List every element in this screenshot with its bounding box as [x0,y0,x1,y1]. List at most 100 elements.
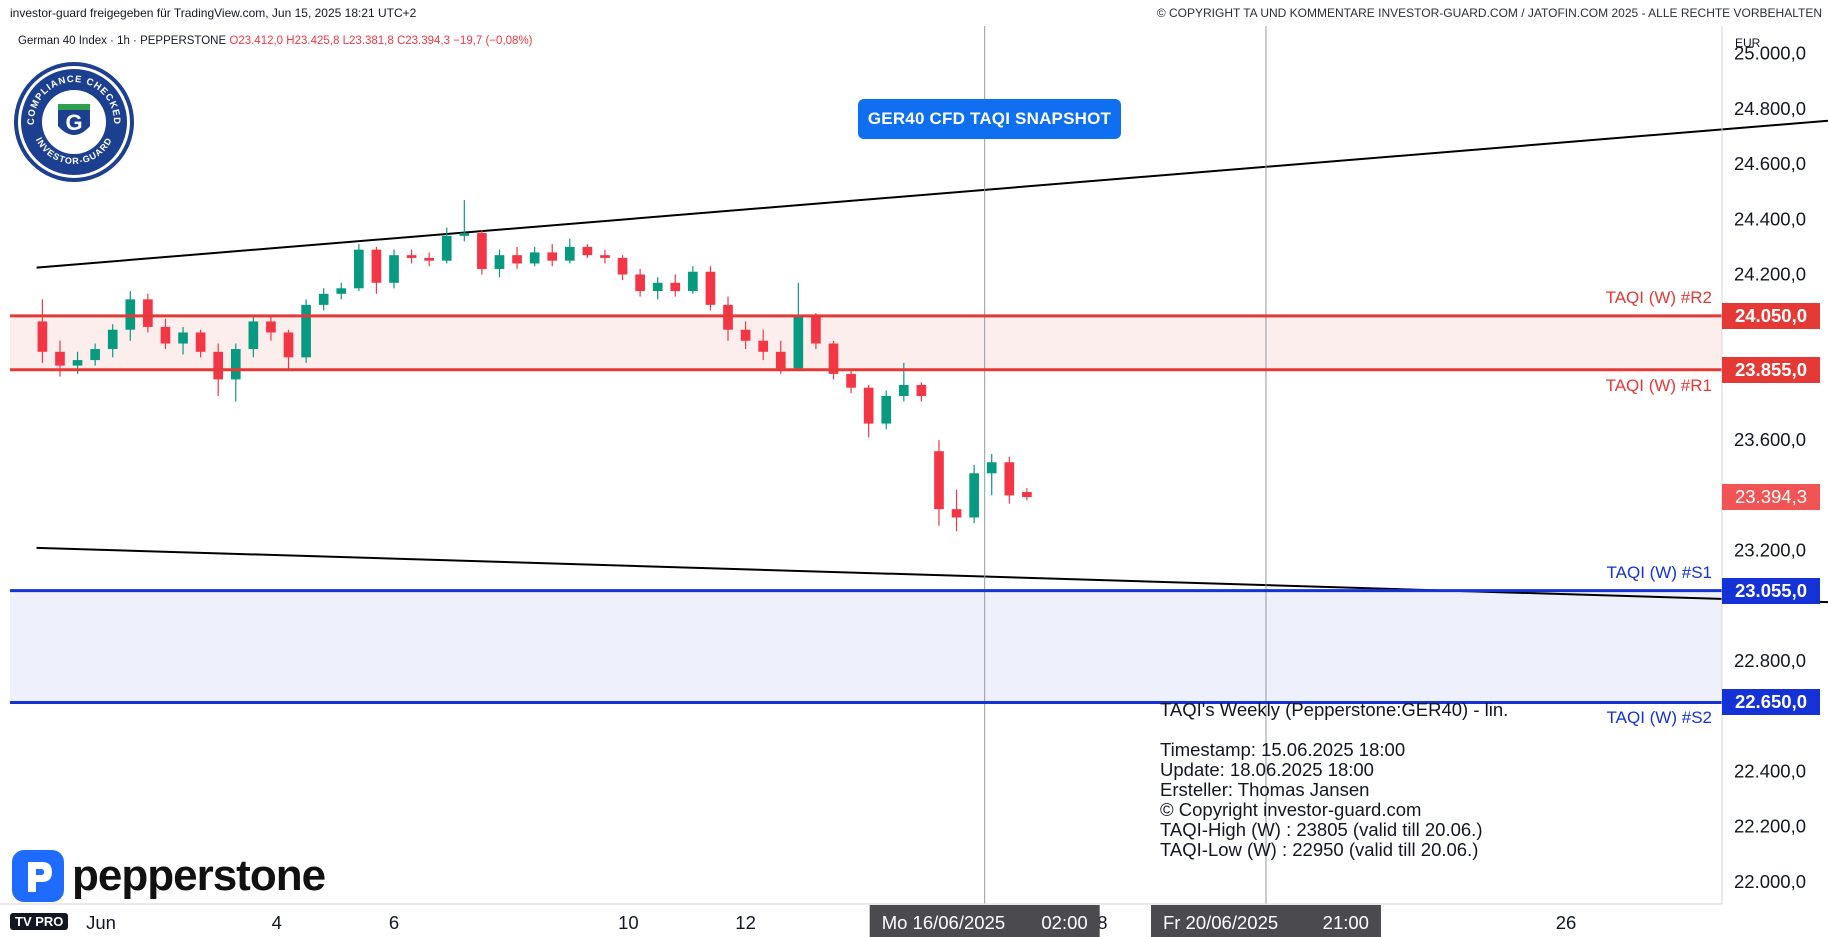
info-title: TAQI's Weekly (Pepperstone:GER40) - lin. [1160,699,1509,720]
info-taqi-high: TAQI-High (W) : 23805 (valid till 20.06.… [1160,819,1483,840]
candle-body [582,246,593,256]
trendline-lower [36,546,1828,604]
candle-body [494,255,505,269]
y-tick-label: 24.800,0 [1734,98,1806,119]
change-value: −19,7 (−0,08%) [453,35,533,47]
y-tick-label: 24.400,0 [1734,208,1806,229]
candle-body [775,351,786,369]
candle-body [969,473,979,518]
candle-body [688,271,698,292]
y-tick-label: 25.000,0 [1734,43,1806,64]
header-bar: investor-guard freigegeben für TradingVi… [0,0,1828,26]
candle-body [529,252,540,264]
currency-label: EUR [1735,36,1761,50]
symbol-legend: German 40 Index · 1h · PEPPERSTONE O23.4… [18,35,533,47]
level-price-tag: 24.050,0 [1722,302,1820,329]
x-tick-label: 26 [1556,912,1577,933]
seal-letter: G [65,110,82,135]
candle-body [1022,492,1032,498]
candle-body [617,257,628,275]
axes: 25.000,0 24.800,0 24.600,0 24.400,0 24.200,0… [0,26,1806,937]
resistance-zone [10,315,1722,370]
candle-body [336,288,347,294]
candle-body [916,384,927,396]
candle-body [406,255,417,258]
candle-body [318,293,329,305]
y-tick-label: 24.200,0 [1734,263,1806,284]
candle-body [283,332,294,358]
candle-body [547,252,558,261]
candle-body [934,451,944,510]
level-price-tag: 22.650,0 [1722,689,1820,716]
candle-body [898,384,909,396]
x-tick-label: 10 [618,912,639,933]
close-value: 23.394,3 [405,35,451,47]
crosshair-lines [984,26,1267,904]
candle-body [213,351,224,380]
crosshair-date-label: Mo 16/06/2025 [882,912,1005,933]
tv-pro-mark: TV PRO [10,913,69,930]
level-label: TAQI (W) #R2 [1605,287,1712,307]
compliance-seal-icon: COMPLIANCE CHECKED INVESTOR-GUARD G [14,62,134,182]
x-tick-label: 12 [735,912,756,933]
publish-info: investor-guard freigegeben für TradingVi… [10,6,417,20]
y-tick-label: 22.200,0 [1734,816,1806,837]
level-label: TAQI (W) #S2 [1606,708,1712,728]
y-tick-label: 23.200,0 [1734,540,1806,561]
candle-body [477,233,487,269]
y-tick-label: 24.600,0 [1734,153,1806,174]
candle-body [178,332,188,344]
candle-body [986,462,997,474]
crosshair-date-label: Fr 20/06/2025 [1163,912,1278,933]
x-tick-label: 6 [389,912,399,933]
candle-body [55,351,65,366]
low-label: L [342,35,349,47]
crosshair-time-label: 21:00 [1323,912,1369,933]
info-timestamp: Timestamp: 15.06.2025 18:00 [1160,739,1406,760]
info-taqi-low: TAQI-Low (W) : 22950 (valid till 20.06.) [1160,839,1479,860]
level-zones [10,315,1722,703]
low-value: 23.381,8 [348,35,394,47]
candle-body [740,329,751,341]
symbol-name: German 40 Index · 1h · PEPPERSTONE [18,35,227,47]
candle-body [266,321,276,333]
x-tick-label: Jun [86,912,116,933]
candle-body [424,257,434,261]
candle-body [37,321,48,352]
level-lines [10,314,1722,704]
candle-body [758,340,769,352]
candle-body [90,349,100,361]
candle-body [828,343,839,374]
candle-body [160,326,171,344]
candle-body [371,249,382,283]
candle-body [248,321,259,350]
pepperstone-logo-icon [12,850,64,902]
y-tick-label: 22.400,0 [1734,760,1806,781]
close-label: C [396,35,406,47]
info-copyright: © Copyright investor-guard.com [1160,799,1422,820]
y-tick-label: 22.000,0 [1734,871,1806,892]
open-value: 23.412,0 [238,35,284,47]
candle-body [600,255,610,258]
x-tick-label: 4 [272,912,282,933]
tradingview-logo: TV PRO [10,912,69,932]
candle-body [863,387,874,424]
crosshair-time-tag [869,905,1100,937]
candle-body [1004,462,1015,496]
high-value: 23.425,8 [294,35,340,47]
candle-body [230,349,241,380]
candle-body [846,373,856,388]
candle-body [564,246,575,261]
pepperstone-wordmark: pepperstone [72,851,326,900]
candle-body [705,271,716,305]
open-label: O [229,35,239,47]
candle-body [72,360,83,366]
candle-body [441,235,452,261]
level-label: TAQI (W) #R1 [1605,375,1712,395]
candle-body [354,249,364,289]
copyright-notice: © COPYRIGHT TA UND KOMMENTARE INVESTOR-G… [1156,6,1822,20]
crosshair-time-tag [1150,905,1381,937]
snapshot-badge: GER40 CFD TAQI SNAPSHOT [858,99,1121,139]
info-box: TAQI's Weekly (Pepperstone:GER40) - lin.… [1160,700,1508,860]
